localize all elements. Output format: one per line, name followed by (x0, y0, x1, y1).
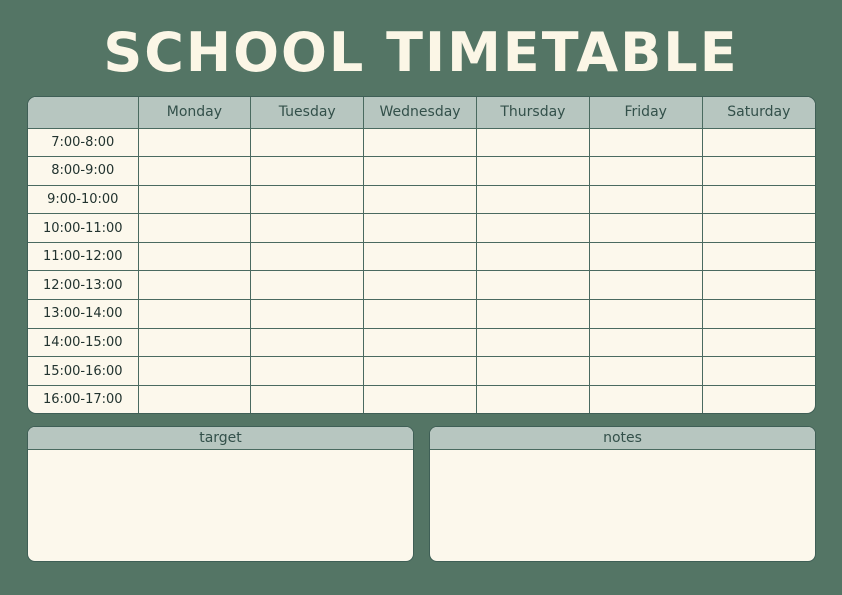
schedule-cell[interactable] (250, 299, 365, 329)
schedule-cell[interactable] (475, 299, 590, 329)
table-row: 14:00-15:00 (28, 327, 815, 358)
schedule-cell[interactable] (588, 156, 703, 186)
schedule-cell[interactable] (250, 156, 365, 186)
schedule-cell[interactable] (475, 384, 590, 413)
schedule-cell[interactable] (250, 356, 365, 386)
table-row: 15:00-16:00 (28, 356, 815, 386)
schedule-cell[interactable] (588, 299, 703, 329)
schedule-cell[interactable] (250, 327, 365, 358)
time-slot: 13:00-14:00 (28, 299, 139, 329)
schedule-cell[interactable] (475, 241, 590, 272)
schedule-cell[interactable] (701, 270, 815, 301)
schedule-cell[interactable] (250, 270, 365, 301)
schedule-cell[interactable] (250, 184, 365, 215)
table-row: 11:00-12:00 (28, 241, 815, 272)
schedule-cell[interactable] (137, 327, 252, 358)
table-row: 9:00-10:00 (28, 184, 815, 215)
time-slot: 10:00-11:00 (28, 213, 139, 243)
schedule-cell[interactable] (363, 327, 477, 358)
schedule-cell[interactable] (363, 213, 477, 243)
schedule-cell[interactable] (701, 127, 815, 158)
day-header: Wednesday (363, 97, 477, 129)
schedule-cell[interactable] (137, 270, 252, 301)
schedule-cell[interactable] (588, 356, 703, 386)
notes-area[interactable] (430, 450, 815, 561)
schedule-cell[interactable] (250, 127, 365, 158)
timetable: Monday Tuesday Wednesday Thursday Friday Satu… (27, 96, 816, 414)
schedule-cell[interactable] (475, 270, 590, 301)
schedule-cell[interactable] (588, 384, 703, 413)
page-title: SCHOOL TIMETABLE (103, 21, 739, 84)
schedule-cell[interactable] (250, 213, 365, 243)
schedule-cell[interactable] (701, 384, 815, 413)
schedule-cell[interactable] (588, 270, 703, 301)
day-header: Saturday (701, 97, 815, 129)
schedule-cell[interactable] (363, 270, 477, 301)
table-row: 10:00-11:00 (28, 213, 815, 243)
schedule-cell[interactable] (250, 384, 365, 413)
day-header: Monday (137, 97, 252, 129)
schedule-cell[interactable] (701, 356, 815, 386)
schedule-cell[interactable] (137, 156, 252, 186)
schedule-cell[interactable] (588, 241, 703, 272)
table-row: 13:00-14:00 (28, 299, 815, 329)
day-header: Thursday (475, 97, 590, 129)
day-header: Tuesday (250, 97, 365, 129)
time-slot: 12:00-13:00 (28, 270, 139, 301)
time-slot: 8:00-9:00 (28, 156, 139, 186)
target-area[interactable] (28, 450, 413, 561)
schedule-cell[interactable] (701, 184, 815, 215)
time-slot: 11:00-12:00 (28, 241, 139, 272)
schedule-cell[interactable] (363, 156, 477, 186)
time-slot: 14:00-15:00 (28, 327, 139, 358)
table-row: 12:00-13:00 (28, 270, 815, 301)
schedule-cell[interactable] (137, 384, 252, 413)
schedule-cell[interactable] (701, 213, 815, 243)
schedule-cell[interactable] (588, 184, 703, 215)
notes-box: notes (429, 426, 816, 562)
schedule-cell[interactable] (137, 127, 252, 158)
schedule-cell[interactable] (701, 156, 815, 186)
schedule-cell[interactable] (137, 299, 252, 329)
notes-label: notes (430, 427, 815, 450)
schedule-cell[interactable] (475, 356, 590, 386)
schedule-cell[interactable] (137, 356, 252, 386)
schedule-cell[interactable] (363, 299, 477, 329)
schedule-cell[interactable] (475, 184, 590, 215)
time-slot: 15:00-16:00 (28, 356, 139, 386)
schedule-cell[interactable] (475, 213, 590, 243)
schedule-cell[interactable] (475, 156, 590, 186)
schedule-cell[interactable] (588, 327, 703, 358)
schedule-cell[interactable] (701, 241, 815, 272)
time-slot: 9:00-10:00 (28, 184, 139, 215)
schedule-cell[interactable] (137, 213, 252, 243)
schedule-cell[interactable] (250, 241, 365, 272)
table-row: 16:00-17:00 (28, 384, 815, 413)
corner-cell (28, 97, 139, 129)
schedule-cell[interactable] (588, 213, 703, 243)
schedule-cell[interactable] (363, 384, 477, 413)
day-header: Friday (588, 97, 703, 129)
schedule-cell[interactable] (363, 356, 477, 386)
schedule-cell[interactable] (363, 184, 477, 215)
target-label: target (28, 427, 413, 450)
time-slot: 7:00-8:00 (28, 127, 139, 158)
table-row: 8:00-9:00 (28, 156, 815, 186)
schedule-cell[interactable] (363, 241, 477, 272)
schedule-cell[interactable] (701, 327, 815, 358)
schedule-cell[interactable] (588, 127, 703, 158)
header-row: Monday Tuesday Wednesday Thursday Friday Satu… (28, 97, 815, 129)
schedule-cell[interactable] (363, 127, 477, 158)
schedule-cell[interactable] (475, 127, 590, 158)
schedule-cell[interactable] (475, 327, 590, 358)
schedule-cell[interactable] (701, 299, 815, 329)
time-slot: 16:00-17:00 (28, 384, 139, 413)
table-row: 7:00-8:00 (28, 127, 815, 158)
schedule-cell[interactable] (137, 184, 252, 215)
schedule-cell[interactable] (137, 241, 252, 272)
target-box: target (27, 426, 414, 562)
